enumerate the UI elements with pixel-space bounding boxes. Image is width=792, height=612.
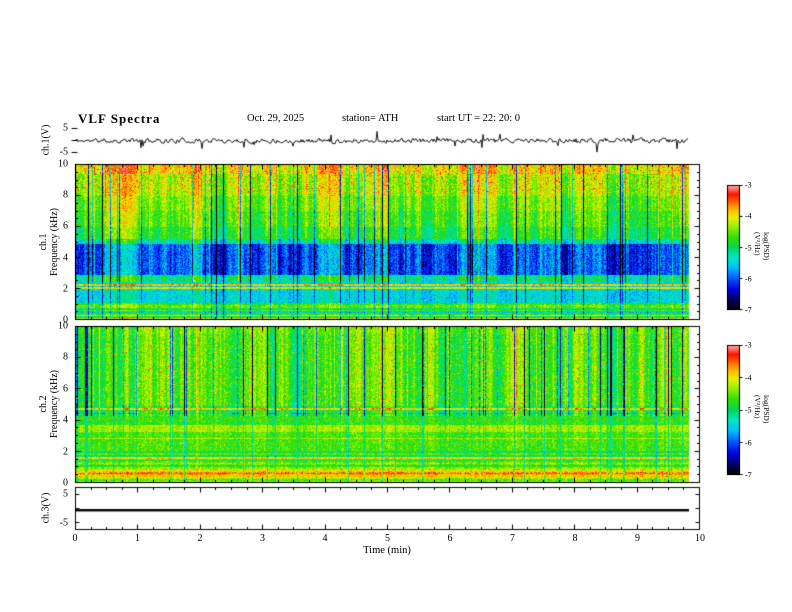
tick-label: 3 (260, 533, 265, 544)
tick-label: -5 (59, 146, 68, 158)
tick-label: 4 (63, 414, 68, 426)
tick-label: 6 (63, 220, 68, 232)
frequency-label: Frequency (kHz) (49, 207, 60, 277)
tick-label: 7 (510, 533, 515, 544)
tick-label: -5 (745, 243, 752, 252)
channel-label: ch.1 (38, 233, 49, 251)
tick-label: 8 (63, 189, 68, 201)
tick-label: 10 (58, 158, 68, 170)
tick-label: 5 (63, 488, 68, 500)
tick-label: 5 (385, 533, 390, 544)
colorbar1-label: log(PSD)(V²/Hz) (753, 232, 771, 261)
tick-label: 0 (63, 477, 68, 489)
tick-label: 6 (447, 533, 453, 544)
tick-label: 4 (63, 252, 68, 264)
ch1-frequency-axis-label: ch.1 Frequency (kHz) (38, 208, 60, 276)
tick-label: -7 (745, 305, 752, 315)
ch3-voltage-axis-label: ch.3(V) (40, 492, 52, 524)
tick-label: 2 (63, 446, 68, 458)
tick-label: 10 (695, 533, 705, 544)
tick-label: 9 (635, 533, 640, 544)
tick-label: 0 (72, 533, 78, 544)
tick-label: 4 (322, 533, 328, 544)
tick-label: -3 (745, 340, 752, 350)
tick-label: -5 (59, 517, 68, 529)
x-axis-label: Time (min) (363, 545, 411, 556)
tick-label: -5 (745, 405, 752, 415)
tick-label: -7 (745, 470, 752, 480)
tick-label: -4 (745, 211, 752, 221)
tick-label: 1 (135, 533, 140, 544)
tick-label: 2 (197, 533, 203, 544)
tick-label: -3 (745, 180, 752, 190)
tick-label: 5 (63, 122, 68, 134)
tick-label: 10 (58, 320, 68, 332)
frequency-label: Frequency (kHz) (49, 369, 60, 439)
tick-label: 8 (572, 533, 578, 544)
tick-label: -6 (745, 438, 752, 447)
tick-label: -4 (745, 373, 752, 382)
tick-label: 2 (63, 283, 68, 295)
tick-label: 0 (63, 314, 68, 326)
colorbar2-label: log(PSD)(V²/Hz) (753, 395, 771, 424)
channel-label: ch.2 (38, 395, 49, 413)
tick-label: -6 (745, 274, 752, 284)
ch1-voltage-axis-label: ch.1(V) (40, 124, 52, 156)
ch2-frequency-axis-label: ch.2 Frequency (kHz) (38, 370, 60, 438)
tick-label: 8 (63, 351, 68, 363)
tick-label: 6 (63, 383, 68, 395)
